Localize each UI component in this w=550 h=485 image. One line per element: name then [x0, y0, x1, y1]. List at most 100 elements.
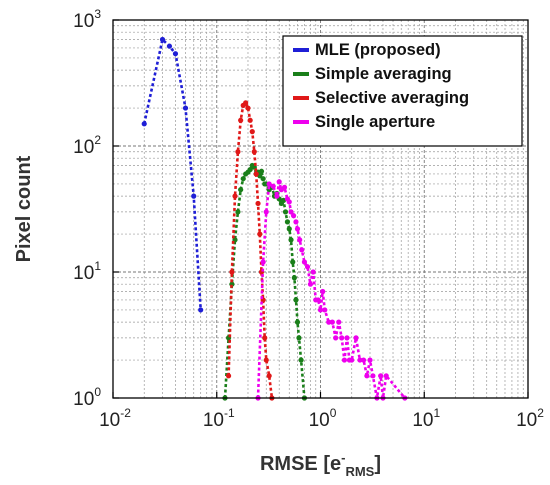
series-point — [349, 357, 355, 363]
x-tick-exponent: 2 — [537, 406, 544, 420]
series-point — [270, 183, 276, 189]
series-point — [260, 259, 266, 265]
series-point — [326, 319, 332, 325]
series-point — [255, 200, 261, 207]
x-tick-label: 10-2 — [99, 406, 131, 431]
x-tick-label: 102 — [516, 406, 544, 431]
series-point — [263, 209, 269, 215]
x-tick-label: 101 — [412, 406, 440, 431]
series-point — [284, 219, 291, 225]
series-point — [364, 373, 370, 379]
x-axis-ticks: 10-2 10-1 100 101 102 — [99, 392, 544, 431]
series-layer — [141, 36, 408, 401]
series-point — [296, 335, 302, 341]
series-point — [344, 335, 350, 341]
series-point — [290, 259, 296, 265]
series-point — [262, 335, 268, 341]
series-point — [229, 269, 235, 275]
x-axis-title-close: ] — [374, 453, 381, 475]
series-point — [235, 209, 241, 215]
series-point — [322, 307, 328, 313]
y-tick-label: 103 — [73, 7, 101, 32]
series-point — [159, 36, 166, 43]
y-tick-exponent: 3 — [94, 7, 101, 21]
series-point — [276, 179, 282, 185]
series-point — [191, 193, 197, 199]
series-point — [288, 209, 294, 215]
series-point — [274, 193, 280, 199]
series-point — [243, 100, 249, 106]
series-point — [291, 275, 297, 281]
x-axis-title-sup: - — [341, 450, 345, 465]
series-2 — [225, 100, 275, 401]
series-point — [294, 319, 301, 325]
series-point — [247, 166, 253, 173]
y-tick-label: 101 — [73, 259, 101, 284]
series-point — [383, 373, 389, 379]
series-point — [293, 297, 299, 303]
series-point — [280, 197, 287, 204]
y-axis-title: Pixel count — [13, 155, 35, 262]
x-tick-label: 100 — [309, 406, 337, 431]
minor-grid — [113, 20, 528, 398]
series-point — [298, 357, 304, 363]
legend: MLE (proposed) Simple averaging Selective … — [282, 35, 523, 147]
y-tick-label: 100 — [73, 385, 101, 410]
series-point — [329, 319, 335, 325]
y-tick-label: 102 — [73, 133, 101, 158]
legend-label: MLE (proposed) — [315, 41, 441, 59]
series-point — [266, 181, 272, 187]
series-point — [225, 373, 232, 379]
series-point — [266, 373, 272, 379]
series-point — [166, 43, 173, 49]
y-tick-base: 10 — [73, 389, 94, 410]
y-tick-exponent: 0 — [94, 385, 101, 399]
series-point — [297, 237, 303, 243]
series-point — [290, 213, 297, 219]
series-point — [288, 237, 294, 243]
x-tick-exponent: -2 — [120, 406, 131, 420]
series-point — [299, 247, 305, 253]
x-tick-base: 10 — [516, 410, 537, 431]
y-tick-base: 10 — [73, 11, 94, 32]
series-point — [249, 129, 255, 135]
x-tick-label: 10-1 — [203, 406, 235, 431]
series-point — [281, 184, 288, 190]
x-tick-exponent: -1 — [224, 406, 235, 420]
x-axis-title-main: RMSE [e — [260, 453, 341, 475]
series-point — [301, 259, 308, 265]
series-point — [317, 307, 324, 313]
series-point — [238, 117, 244, 123]
y-tick-exponent: 2 — [94, 133, 101, 147]
series-point — [293, 219, 299, 225]
x-tick-base: 10 — [99, 410, 120, 431]
series-point — [238, 187, 244, 193]
series-point — [378, 373, 384, 379]
legend-label: Single aperture — [315, 113, 435, 131]
series-point — [282, 209, 289, 215]
series-point — [260, 176, 266, 182]
x-tick-exponent: 1 — [433, 406, 440, 420]
series-point — [247, 117, 253, 123]
series-point — [310, 269, 316, 275]
series-point — [257, 231, 263, 237]
legend-label: Simple averaging — [315, 65, 452, 83]
series-point — [232, 193, 238, 199]
legend-box — [282, 35, 523, 147]
y-tick-base: 10 — [73, 137, 94, 158]
x-tick-base: 10 — [309, 410, 330, 431]
series-point — [304, 264, 311, 270]
x-tick-base: 10 — [412, 410, 433, 431]
legend-label: Selective averaging — [315, 89, 469, 107]
series-point — [245, 105, 251, 111]
x-axis-title: RMSE [e-RMS] — [260, 450, 381, 479]
series-point — [320, 288, 326, 295]
series-point — [235, 149, 241, 155]
series-point — [251, 149, 257, 155]
y-tick-exponent: 1 — [94, 259, 101, 273]
series-point — [182, 105, 189, 111]
series-point — [315, 297, 321, 303]
series-point — [307, 281, 314, 287]
series-point — [353, 335, 359, 341]
